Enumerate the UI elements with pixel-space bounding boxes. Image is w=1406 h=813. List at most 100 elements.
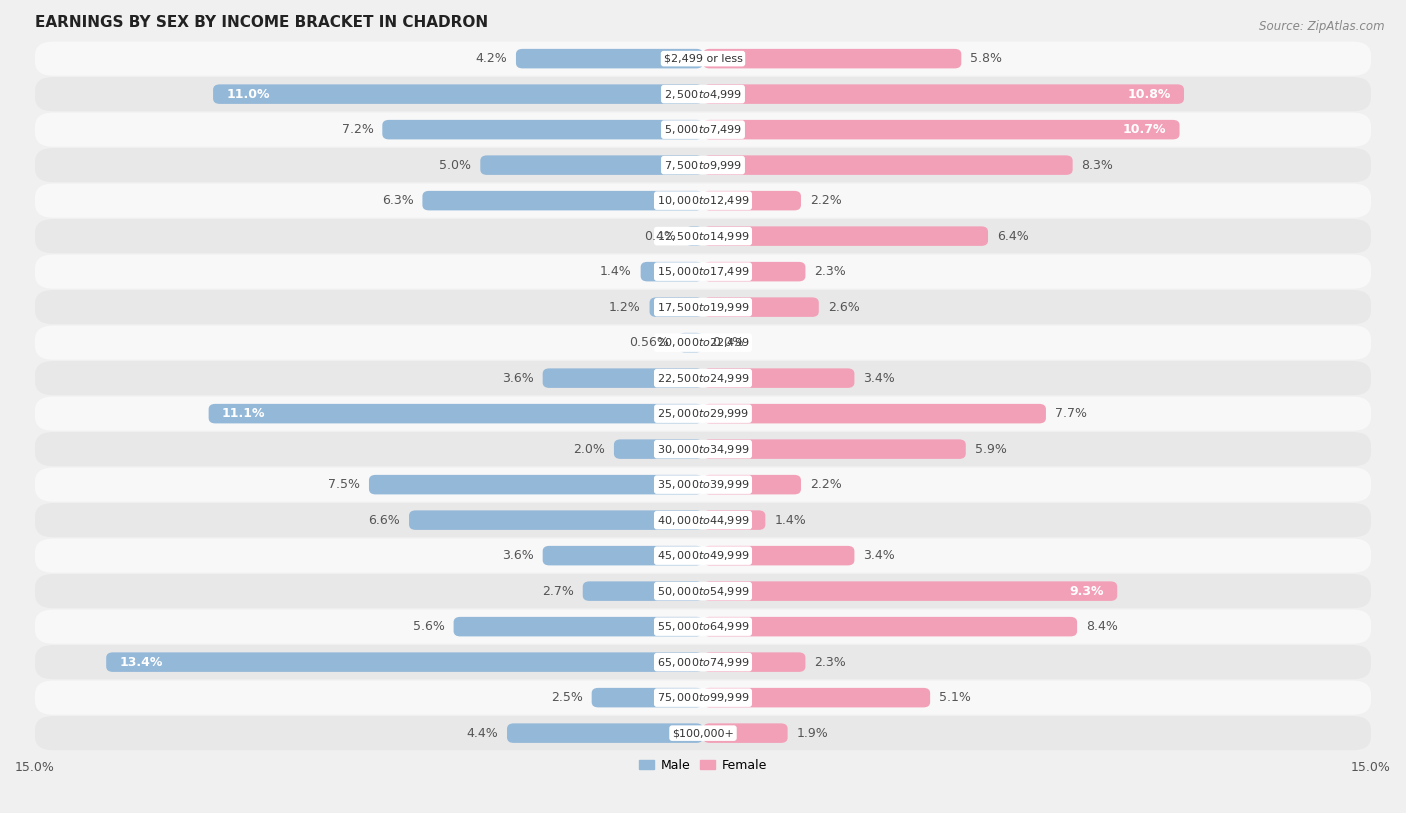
FancyBboxPatch shape bbox=[703, 226, 988, 246]
FancyBboxPatch shape bbox=[614, 439, 703, 459]
Text: 3.4%: 3.4% bbox=[863, 549, 896, 562]
FancyBboxPatch shape bbox=[35, 148, 1371, 182]
FancyBboxPatch shape bbox=[703, 688, 931, 707]
Text: 11.0%: 11.0% bbox=[226, 88, 270, 101]
Text: 2.0%: 2.0% bbox=[574, 442, 605, 455]
FancyBboxPatch shape bbox=[35, 610, 1371, 644]
Text: 5.1%: 5.1% bbox=[939, 691, 972, 704]
FancyBboxPatch shape bbox=[35, 325, 1371, 359]
Text: $30,000 to $34,999: $30,000 to $34,999 bbox=[657, 442, 749, 455]
FancyBboxPatch shape bbox=[685, 226, 703, 246]
FancyBboxPatch shape bbox=[481, 155, 703, 175]
Text: Source: ZipAtlas.com: Source: ZipAtlas.com bbox=[1260, 20, 1385, 33]
Text: 7.2%: 7.2% bbox=[342, 123, 374, 136]
Text: 9.3%: 9.3% bbox=[1070, 585, 1104, 598]
FancyBboxPatch shape bbox=[508, 724, 703, 743]
FancyBboxPatch shape bbox=[703, 581, 1118, 601]
FancyBboxPatch shape bbox=[703, 439, 966, 459]
FancyBboxPatch shape bbox=[703, 404, 1046, 424]
FancyBboxPatch shape bbox=[703, 511, 765, 530]
Text: 5.0%: 5.0% bbox=[440, 159, 471, 172]
FancyBboxPatch shape bbox=[703, 85, 1184, 104]
FancyBboxPatch shape bbox=[650, 298, 703, 317]
Text: $55,000 to $64,999: $55,000 to $64,999 bbox=[657, 620, 749, 633]
FancyBboxPatch shape bbox=[543, 368, 703, 388]
Text: 5.9%: 5.9% bbox=[974, 442, 1007, 455]
FancyBboxPatch shape bbox=[35, 77, 1371, 111]
FancyBboxPatch shape bbox=[592, 688, 703, 707]
Text: 1.4%: 1.4% bbox=[600, 265, 631, 278]
Text: 3.6%: 3.6% bbox=[502, 372, 534, 385]
FancyBboxPatch shape bbox=[703, 298, 818, 317]
Text: $100,000+: $100,000+ bbox=[672, 728, 734, 738]
FancyBboxPatch shape bbox=[422, 191, 703, 211]
FancyBboxPatch shape bbox=[368, 475, 703, 494]
Text: $22,500 to $24,999: $22,500 to $24,999 bbox=[657, 372, 749, 385]
FancyBboxPatch shape bbox=[35, 432, 1371, 466]
FancyBboxPatch shape bbox=[703, 368, 855, 388]
Text: 1.2%: 1.2% bbox=[609, 301, 641, 314]
Text: 2.3%: 2.3% bbox=[814, 655, 846, 668]
FancyBboxPatch shape bbox=[35, 361, 1371, 395]
FancyBboxPatch shape bbox=[214, 85, 703, 104]
Text: 10.7%: 10.7% bbox=[1122, 123, 1166, 136]
Text: $10,000 to $12,499: $10,000 to $12,499 bbox=[657, 194, 749, 207]
FancyBboxPatch shape bbox=[703, 546, 855, 565]
Text: 2.7%: 2.7% bbox=[541, 585, 574, 598]
Text: 4.2%: 4.2% bbox=[475, 52, 508, 65]
Text: 1.4%: 1.4% bbox=[775, 514, 806, 527]
FancyBboxPatch shape bbox=[703, 652, 806, 672]
Text: EARNINGS BY SEX BY INCOME BRACKET IN CHADRON: EARNINGS BY SEX BY INCOME BRACKET IN CHA… bbox=[35, 15, 488, 30]
Text: $20,000 to $22,499: $20,000 to $22,499 bbox=[657, 336, 749, 349]
FancyBboxPatch shape bbox=[703, 49, 962, 68]
Text: 0.0%: 0.0% bbox=[711, 336, 744, 349]
FancyBboxPatch shape bbox=[703, 191, 801, 211]
Text: $65,000 to $74,999: $65,000 to $74,999 bbox=[657, 655, 749, 668]
FancyBboxPatch shape bbox=[35, 467, 1371, 502]
FancyBboxPatch shape bbox=[382, 120, 703, 139]
Text: 0.56%: 0.56% bbox=[630, 336, 669, 349]
FancyBboxPatch shape bbox=[35, 716, 1371, 750]
FancyBboxPatch shape bbox=[35, 680, 1371, 715]
Text: $35,000 to $39,999: $35,000 to $39,999 bbox=[657, 478, 749, 491]
Text: $2,499 or less: $2,499 or less bbox=[664, 54, 742, 63]
FancyBboxPatch shape bbox=[582, 581, 703, 601]
Text: 2.3%: 2.3% bbox=[814, 265, 846, 278]
FancyBboxPatch shape bbox=[641, 262, 703, 281]
Text: 6.6%: 6.6% bbox=[368, 514, 401, 527]
FancyBboxPatch shape bbox=[516, 49, 703, 68]
FancyBboxPatch shape bbox=[543, 546, 703, 565]
Text: $25,000 to $29,999: $25,000 to $29,999 bbox=[657, 407, 749, 420]
Text: 8.3%: 8.3% bbox=[1081, 159, 1114, 172]
Text: $5,000 to $7,499: $5,000 to $7,499 bbox=[664, 123, 742, 136]
FancyBboxPatch shape bbox=[454, 617, 703, 637]
FancyBboxPatch shape bbox=[35, 112, 1371, 146]
Text: 6.4%: 6.4% bbox=[997, 229, 1029, 242]
Text: $15,000 to $17,499: $15,000 to $17,499 bbox=[657, 265, 749, 278]
FancyBboxPatch shape bbox=[409, 511, 703, 530]
Text: $7,500 to $9,999: $7,500 to $9,999 bbox=[664, 159, 742, 172]
Text: 3.6%: 3.6% bbox=[502, 549, 534, 562]
Text: 0.4%: 0.4% bbox=[644, 229, 676, 242]
Text: 8.4%: 8.4% bbox=[1085, 620, 1118, 633]
Legend: Male, Female: Male, Female bbox=[634, 754, 772, 776]
Text: 1.9%: 1.9% bbox=[797, 727, 828, 740]
Text: 5.6%: 5.6% bbox=[413, 620, 444, 633]
FancyBboxPatch shape bbox=[35, 219, 1371, 253]
Text: $17,500 to $19,999: $17,500 to $19,999 bbox=[657, 301, 749, 314]
FancyBboxPatch shape bbox=[35, 184, 1371, 218]
Text: $45,000 to $49,999: $45,000 to $49,999 bbox=[657, 549, 749, 562]
FancyBboxPatch shape bbox=[35, 645, 1371, 679]
FancyBboxPatch shape bbox=[703, 724, 787, 743]
Text: 2.2%: 2.2% bbox=[810, 194, 842, 207]
Text: $2,500 to $4,999: $2,500 to $4,999 bbox=[664, 88, 742, 101]
Text: 6.3%: 6.3% bbox=[382, 194, 413, 207]
Text: 2.5%: 2.5% bbox=[551, 691, 582, 704]
FancyBboxPatch shape bbox=[703, 262, 806, 281]
Text: 5.8%: 5.8% bbox=[970, 52, 1002, 65]
Text: $12,500 to $14,999: $12,500 to $14,999 bbox=[657, 229, 749, 242]
Text: 7.7%: 7.7% bbox=[1054, 407, 1087, 420]
FancyBboxPatch shape bbox=[35, 397, 1371, 431]
Text: $40,000 to $44,999: $40,000 to $44,999 bbox=[657, 514, 749, 527]
FancyBboxPatch shape bbox=[703, 120, 1180, 139]
